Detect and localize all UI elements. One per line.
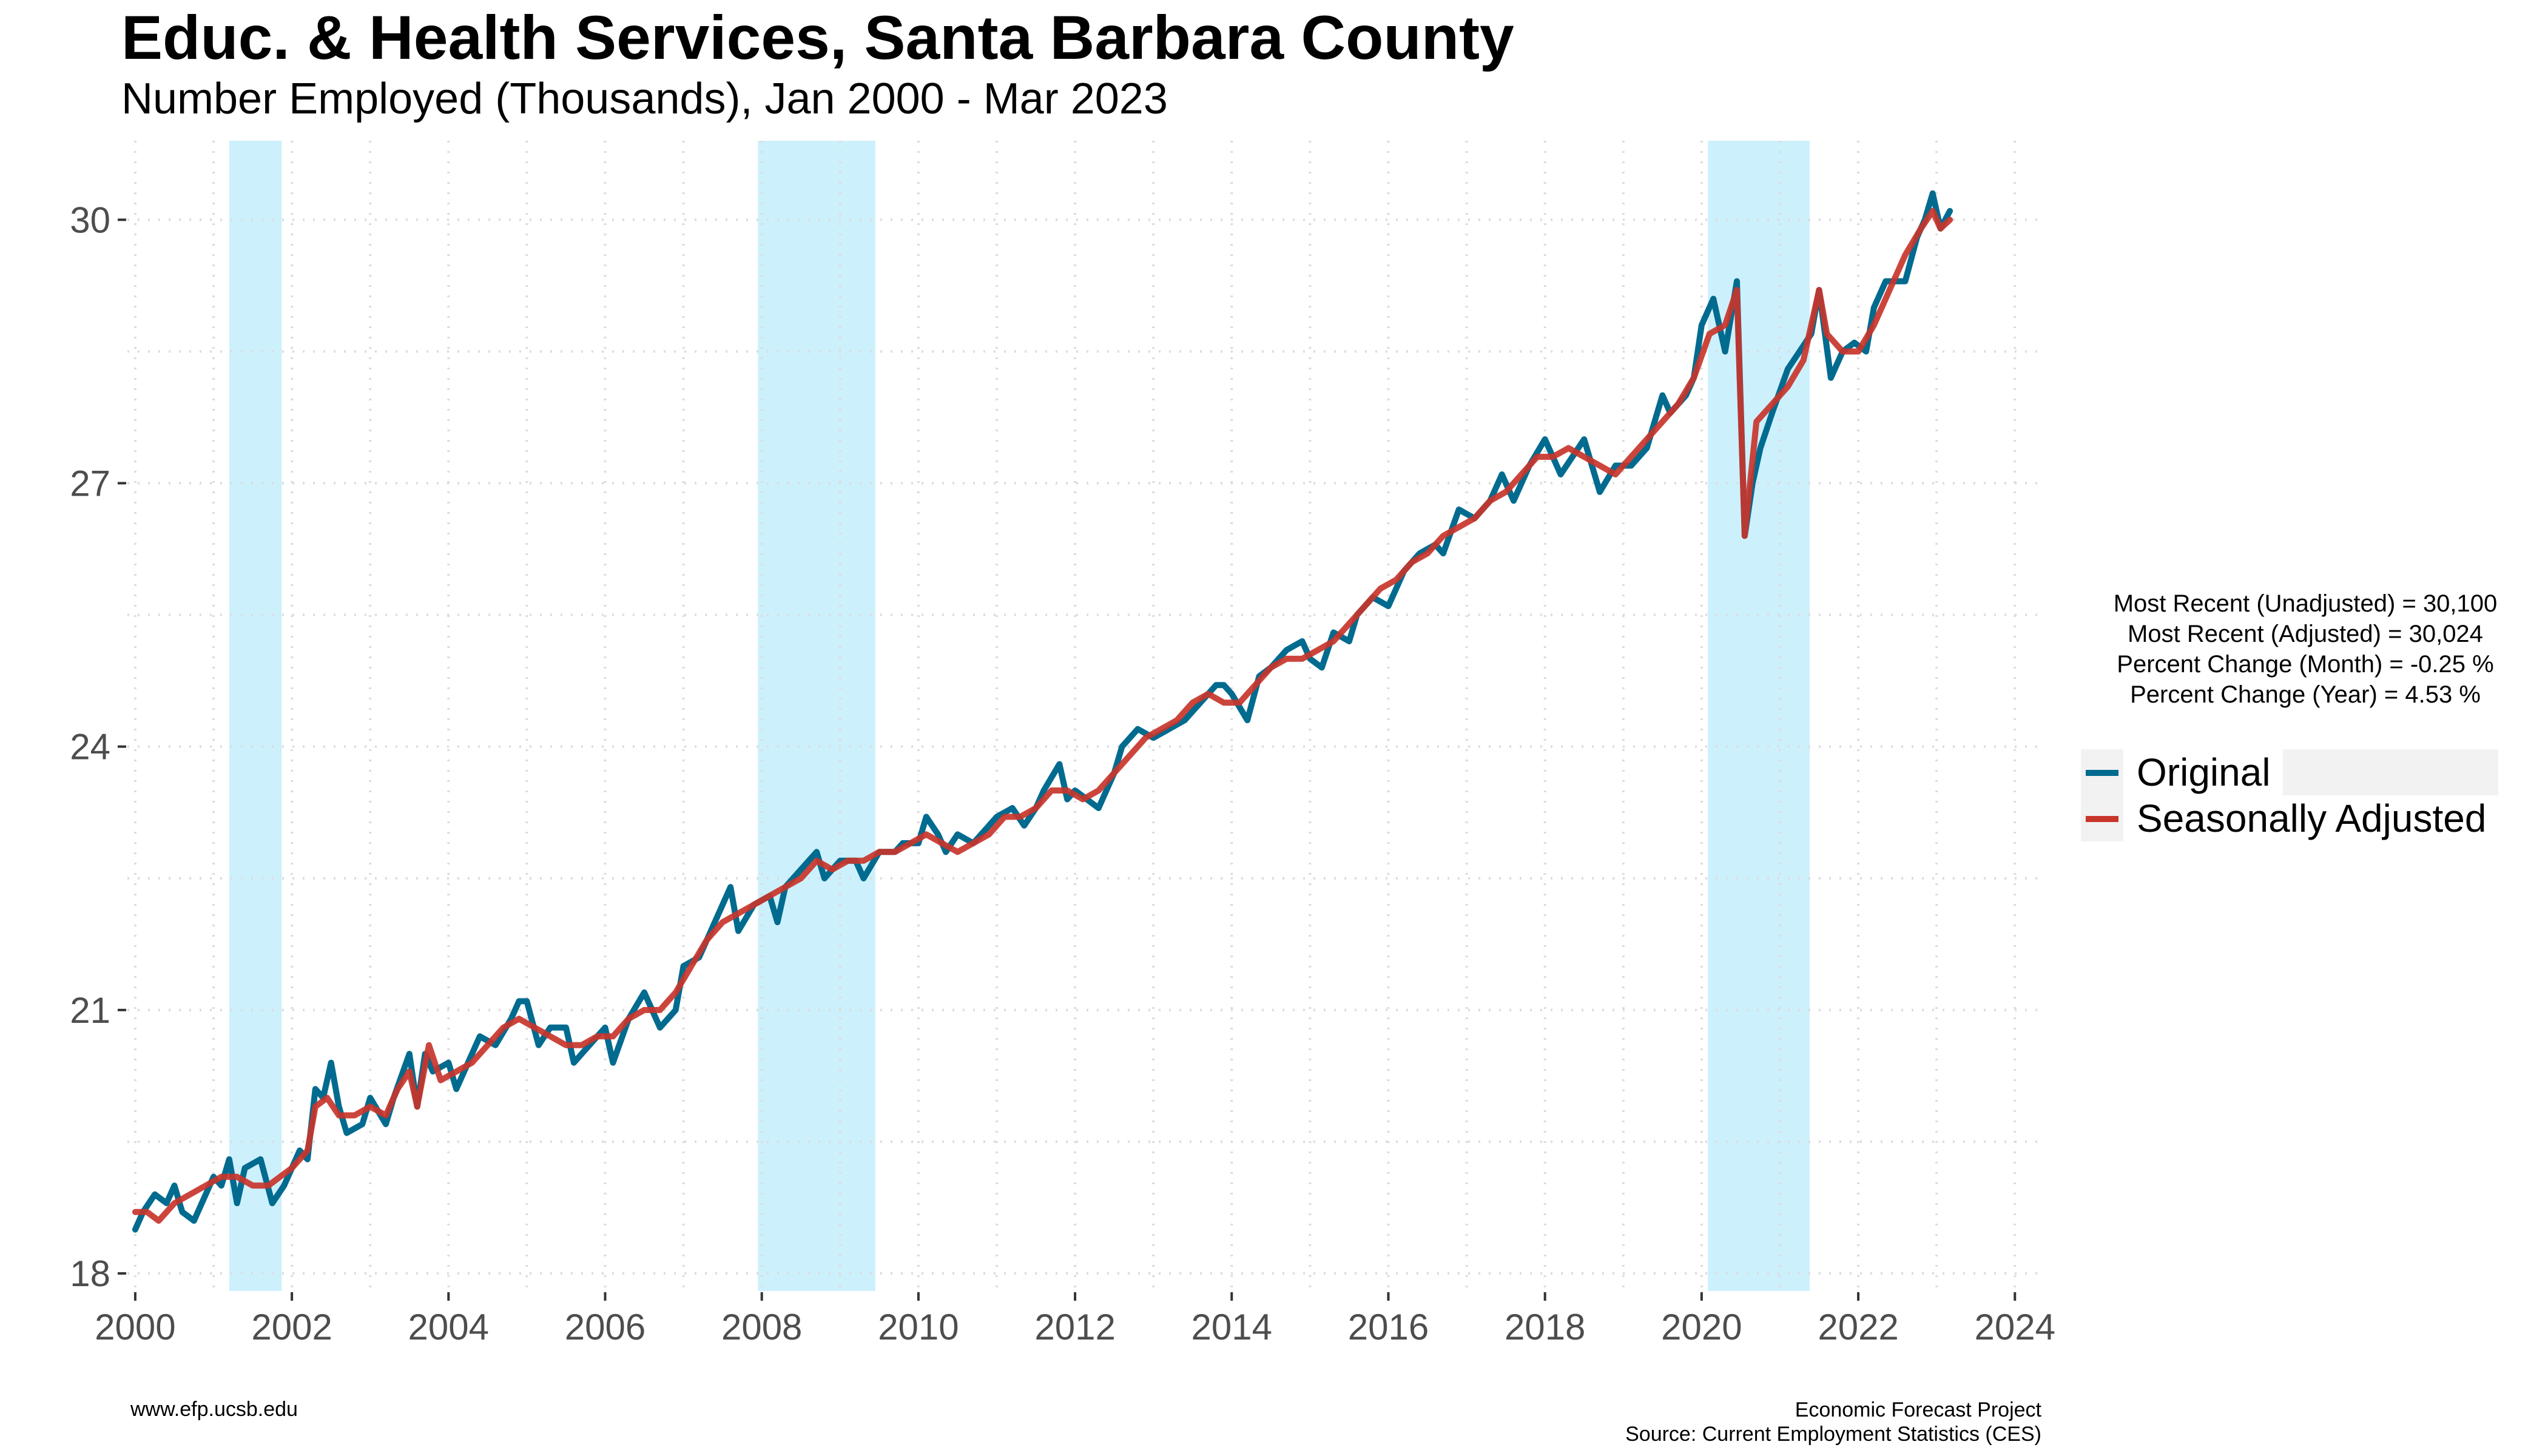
- chart-title: Educ. & Health Services, Santa Barbara C…: [121, 3, 1514, 72]
- x-tick-label: 2010: [878, 1307, 959, 1347]
- recession-band-2: [1708, 141, 1810, 1291]
- x-tick-label: 2008: [721, 1307, 802, 1347]
- stat-percent-change-month: Percent Change (Month) = -0.25 %: [2117, 651, 2494, 678]
- y-tick-label: 21: [70, 990, 110, 1031]
- recession-band-1: [758, 141, 875, 1291]
- x-tick-label: 2000: [95, 1307, 175, 1347]
- y-tick-label: 24: [70, 727, 110, 767]
- stat-most-recent-unadjusted: Most Recent (Unadjusted) = 30,100: [2113, 590, 2498, 617]
- x-tick-label: 2004: [408, 1307, 489, 1347]
- footer-org: Economic Forecast Project: [1795, 1398, 2041, 1421]
- legend: Original Seasonally Adjusted: [2081, 749, 2499, 841]
- x-tick-label: 2016: [1348, 1307, 1429, 1347]
- axes: 18 21 24 27 30 2000 2002 2004 2006 2008 2010 2012 20…: [70, 200, 2055, 1347]
- legend-key-original: [2081, 749, 2123, 795]
- x-tick-label: 2024: [1975, 1307, 2055, 1347]
- series-lines: [132, 190, 1953, 1233]
- footer-source-text: Source: Current Employment Statistics (C…: [1625, 1423, 2041, 1446]
- footer-source: Economic Forecast Project Source: Curren…: [1625, 1398, 2041, 1446]
- stat-percent-change-year: Percent Change (Year) = 4.53 %: [2130, 681, 2481, 708]
- series-line-seasonally-adjusted: [132, 207, 1953, 1224]
- legend-key-seasonally-adjusted: [2081, 795, 2123, 841]
- x-tick-label: 2018: [1505, 1307, 1585, 1347]
- x-tick-label: 2002: [251, 1307, 332, 1347]
- chart-subtitle: Number Employed (Thousands), Jan 2000 - …: [121, 75, 1168, 123]
- legend-label-seasonally-adjusted: Seasonally Adjusted: [2123, 795, 2499, 841]
- footer-website: www.efp.ucsb.edu: [130, 1398, 298, 1421]
- x-tick-label: 2012: [1034, 1307, 1115, 1347]
- y-tick-label: 18: [70, 1253, 110, 1294]
- legend-label-original: Original: [2123, 749, 2283, 795]
- x-tick-label: 2022: [1818, 1307, 1898, 1347]
- x-tick-label: 2014: [1191, 1307, 1272, 1347]
- x-tick-label: 2006: [565, 1307, 645, 1347]
- recession-bands: [229, 141, 1810, 1291]
- stat-most-recent-adjusted: Most Recent (Adjusted) = 30,024: [2128, 621, 2483, 647]
- y-tick-label: 27: [70, 463, 110, 504]
- stats-box: Most Recent (Unadjusted) = 30,100 Most R…: [2051, 588, 2548, 710]
- y-tick-label: 30: [70, 200, 110, 240]
- x-tick-label: 2020: [1661, 1307, 1742, 1347]
- recession-band-0: [229, 141, 282, 1291]
- legend-item-original: Original: [2081, 749, 2499, 795]
- legend-item-seasonally-adjusted: Seasonally Adjusted: [2081, 795, 2499, 841]
